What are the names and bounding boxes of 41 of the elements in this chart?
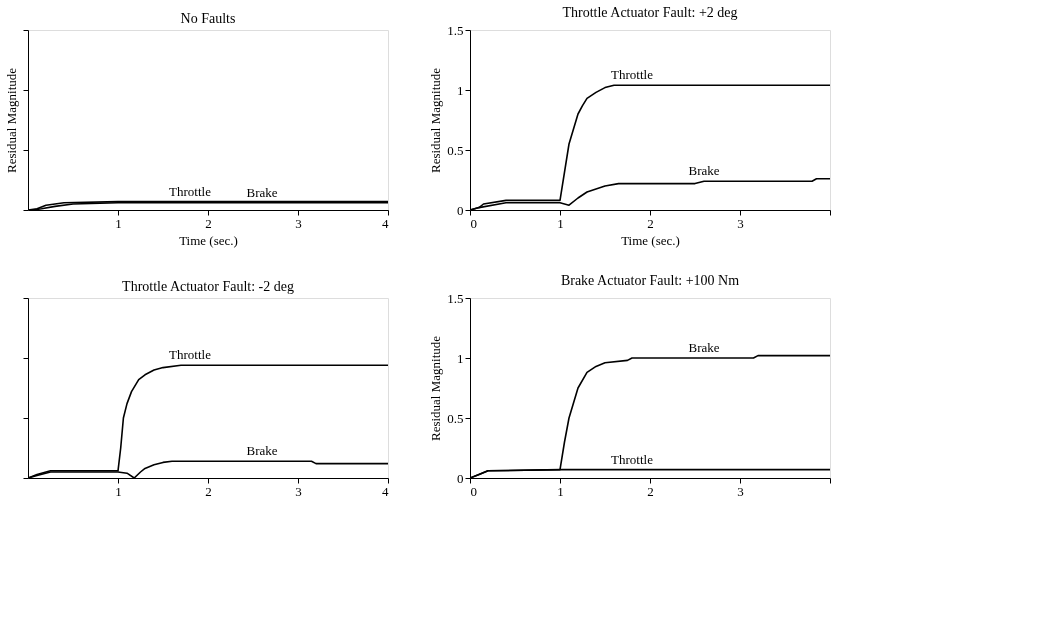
x-tick-label: 0 [470,215,477,231]
x-tick-label: 1 [557,483,564,499]
y-tick-label: 0.5 [447,142,464,158]
x-tick-label: 2 [205,215,212,231]
y-tick-label: 1.5 [447,22,464,38]
x-tick-label: 1 [115,215,122,231]
x-tick-label: 1 [557,215,564,231]
x-tick-label: 2 [205,483,212,499]
y-tick-label: 0 [457,202,464,218]
chart-title: Throttle Actuator Fault: +2 deg [562,5,738,20]
x-tick-label: 1 [115,483,122,499]
chart-title: Throttle Actuator Fault: -2 deg [122,278,294,294]
x-tick-label: 3 [295,483,302,499]
y-tick-label: 1 [457,82,464,98]
x-tick-label: 2 [647,483,654,499]
y-axis-title: Residual Magnitude [4,67,19,174]
y-tick-label: 0 [457,470,464,486]
y-tick-label: 0.5 [447,410,464,426]
series-label: Throttle [611,451,654,467]
x-tick-label: 0 [470,483,477,499]
series-label: Brake [246,443,278,459]
series-label: Throttle [169,183,212,199]
series-label: Brake [688,163,720,179]
y-axis-title: Residual Magnitude [428,335,444,442]
x-tick-label: 3 [737,215,744,231]
series-label: Throttle [611,67,654,83]
series-label: Throttle [169,347,212,363]
y-tick-label: 1.5 [447,290,464,306]
x-tick-label: 3 [295,215,302,231]
x-tick-label: 2 [647,215,654,231]
x-axis-title: Time (sec.) [179,232,238,248]
x-tick-label: 4 [382,215,389,231]
y-axis-title: Residual Magnitude [428,67,444,174]
series-label: Brake [246,184,278,200]
series-label: Brake [688,340,720,355]
chart-title: Brake Actuator Fault: +100 Nm [560,273,740,288]
x-tick-label: 3 [737,483,744,499]
y-tick-label: 1 [457,350,464,366]
x-axis-title: Time (sec.) [621,232,680,248]
chart-title: No Faults [180,10,236,26]
x-tick-label: 4 [382,483,389,499]
